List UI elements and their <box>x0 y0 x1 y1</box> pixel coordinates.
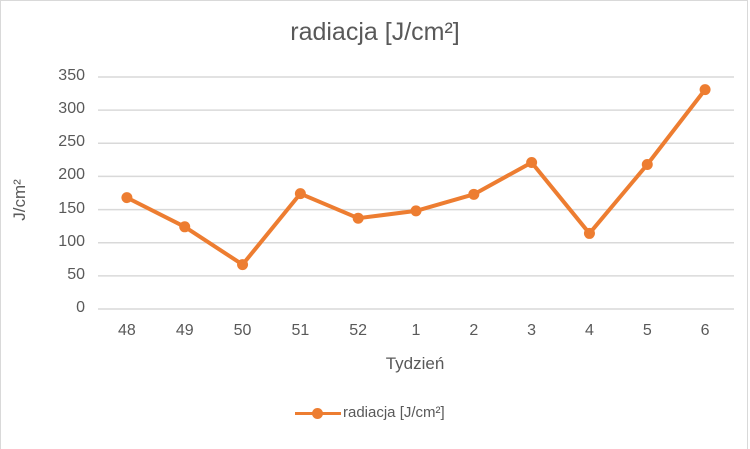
data-point-marker <box>352 212 364 224</box>
x-tick-label: 50 <box>233 322 252 339</box>
x-tick-label: 49 <box>175 322 194 339</box>
data-point-marker <box>468 188 480 200</box>
data-point-marker <box>699 84 711 96</box>
x-tick-label: 6 <box>700 322 710 339</box>
data-point-marker <box>179 221 191 233</box>
x-tick-label: 52 <box>349 322 368 339</box>
y-tick-label: 200 <box>58 166 85 184</box>
data-point-marker <box>294 188 306 200</box>
legend-label: radiacja [J/cm²] <box>343 404 445 421</box>
chart-title: radiacja [J/cm²] <box>290 18 460 46</box>
x-tick-label: 5 <box>642 322 652 339</box>
y-tick-label: 300 <box>58 100 85 118</box>
x-tick-label: 48 <box>118 322 136 339</box>
legend: radiacja [J/cm²] <box>295 404 445 421</box>
x-tick-label: 4 <box>585 322 594 339</box>
y-tick-label: 50 <box>67 265 85 283</box>
x-axis-label: Tydzień <box>385 354 445 373</box>
x-tick-label: 51 <box>291 322 310 339</box>
y-tick-label: 100 <box>58 232 85 250</box>
y-tick-label: 350 <box>58 67 85 84</box>
y-tick-label: 0 <box>76 299 85 316</box>
x-tick-label: 3 <box>527 322 537 339</box>
data-point-marker <box>237 259 249 271</box>
data-point-marker <box>641 158 653 170</box>
y-tick-label: 150 <box>58 199 85 217</box>
data-point-marker <box>121 192 133 204</box>
y-tick-label: 250 <box>58 133 85 151</box>
data-point-marker <box>410 205 422 217</box>
data-point-marker <box>526 157 538 169</box>
data-point-marker <box>583 227 595 239</box>
x-tick-label: 1 <box>411 322 421 339</box>
legend-line-marker-icon <box>295 405 341 421</box>
x-tick-label: 2 <box>469 322 479 339</box>
